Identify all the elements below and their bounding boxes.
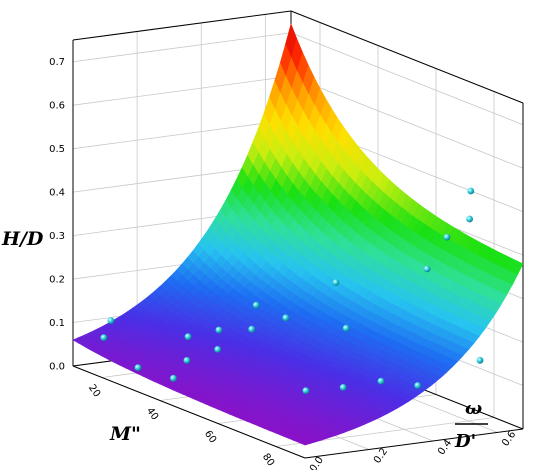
z-tick-label: 0.3 — [49, 231, 65, 242]
data-point — [214, 346, 222, 353]
data-point — [170, 374, 177, 382]
frame-edge — [72, 365, 306, 459]
y-axis-label-numerator: ω — [465, 398, 482, 419]
data-point — [467, 187, 475, 195]
data-point — [476, 356, 484, 364]
grid-line — [72, 32, 292, 63]
data-point — [252, 301, 260, 309]
z-tick-label: 0.7 — [49, 57, 65, 68]
grid-line — [290, 32, 524, 126]
data-points — [100, 187, 484, 394]
y-tick-label: 0.4 — [436, 438, 454, 457]
data-point — [342, 324, 350, 332]
frame-edge — [304, 428, 524, 459]
data-point — [423, 265, 431, 273]
z-tick-label: 0.5 — [49, 144, 65, 155]
data-point — [377, 377, 385, 385]
z-tick-label: 0.4 — [49, 188, 65, 199]
grid-line — [72, 75, 292, 106]
y-axis-label: ω D' — [454, 398, 488, 452]
y-tick-label: 0.2 — [372, 446, 390, 465]
data-point — [100, 334, 108, 341]
y-tick-label: 0.6 — [500, 429, 518, 448]
data-point — [215, 326, 223, 334]
data-point — [282, 314, 290, 322]
z-axis-label: H/D — [1, 228, 44, 250]
data-point — [184, 333, 192, 341]
x-tick-label: 80 — [260, 452, 276, 469]
z-tick-label: 0.6 — [49, 101, 65, 112]
data-point — [339, 384, 347, 391]
data-point — [248, 325, 256, 333]
z-tick-label: 0.0 — [49, 362, 65, 373]
grid-line — [290, 75, 524, 169]
x-tick-label: 40 — [144, 406, 160, 423]
surface-patch — [298, 440, 312, 446]
data-point — [466, 215, 473, 223]
data-point — [414, 382, 422, 389]
data-point — [443, 233, 451, 241]
data-point — [332, 279, 340, 286]
z-tick-label: 0.2 — [49, 275, 65, 286]
data-point — [107, 317, 115, 324]
z-tick-label: 0.1 — [49, 318, 65, 329]
data-point — [183, 357, 191, 364]
x-tick-label: 60 — [202, 429, 218, 446]
frame-edge — [290, 10, 524, 104]
x-axis-label: M" — [109, 423, 141, 445]
surface — [72, 23, 524, 446]
y-axis-label-denominator: D' — [454, 431, 476, 452]
data-point — [302, 387, 310, 394]
frame-edge — [72, 10, 292, 41]
grid-line — [72, 119, 292, 150]
x-tick-label: 20 — [86, 383, 102, 400]
data-point — [134, 364, 142, 371]
